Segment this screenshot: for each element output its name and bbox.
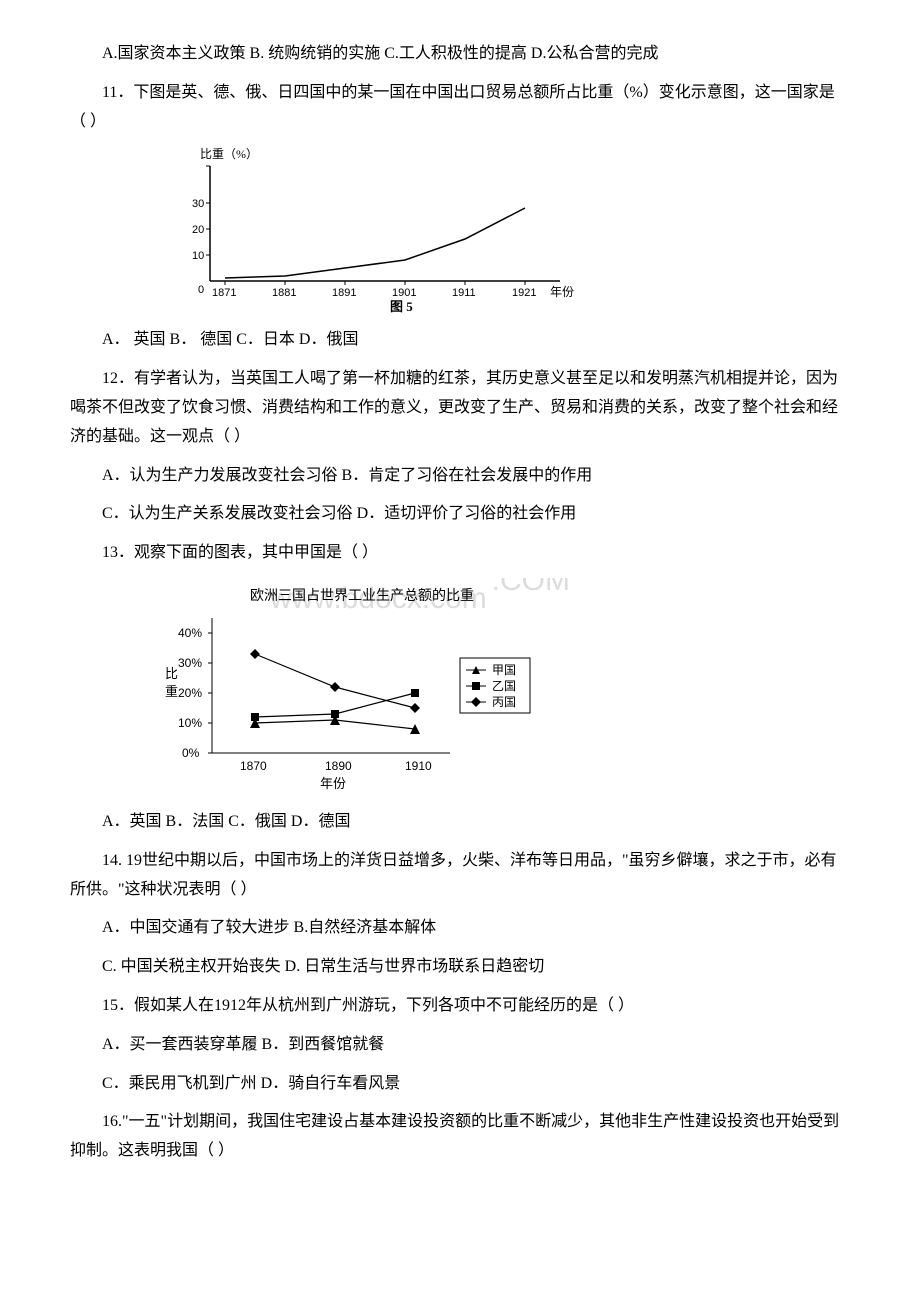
chart2-xlabel: 年份 [320,776,346,791]
chart2-yt-30: 30% [178,656,202,670]
chart1-xtick-1871: 1871 [212,287,236,299]
chart2-ylabel-2: 重 [165,684,178,699]
chart2-container: www.bdocx.com .COM 欧洲三国占世界工业生产总额的比重 比 重 … [150,578,850,798]
chart2-svg: www.bdocx.com .COM 欧洲三国占世界工业生产总额的比重 比 重 … [150,578,570,798]
chart2-yt-0: 0% [182,746,200,760]
chart1-svg: 比重（%） 10 20 30 0 1871 1881 1891 1901 191… [150,146,590,316]
chart2-ylabel-1: 比 [165,666,178,681]
q11-stem: 11．下图是英、德、俄、日四国中的某一国在中国出口贸易总额所占比重（%）变化示意… [70,79,850,137]
chart2-title: 欧洲三国占世界工业生产总额的比重 [250,588,474,604]
chart1-xtick-1901: 1901 [392,287,416,299]
q12-optB: C．认为生产关系发展改变社会习俗 D．适切评价了习俗的社会作用 [70,500,850,529]
q12-optA: A．认为生产力发展改变社会习俗 B．肯定了习俗在社会发展中的作用 [70,462,850,491]
chart2-legend-jia: 甲国 [492,663,516,677]
chart2-yt-40: 40% [178,626,202,640]
chart1-xtick-1921: 1921 [512,287,536,299]
chart1-xtick-1881: 1881 [272,287,296,299]
chart1-container: 比重（%） 10 20 30 0 1871 1881 1891 1901 191… [150,146,850,316]
chart1-ytick-30: 30 [192,198,204,210]
chart2-xt-1870: 1870 [240,759,267,773]
chart1-line [225,208,525,278]
q14-stem: 14. 19世纪中期以后，中国市场上的洋货日益增多，火柴、洋布等日用品，"虽穷乡… [70,847,850,905]
q16-stem: 16."一五"计划期间，我国住宅建设占基本建设投资额的比重不断减少，其他非生产性… [70,1108,850,1166]
q15-optB: C．乘民用飞机到广州 D．骑自行车看风景 [70,1070,850,1099]
chart1-ytick-20: 20 [192,224,204,236]
chart2-yt-20: 20% [178,686,202,700]
q12-stem: 12．有学者认为，当英国工人喝了第一杯加糖的红茶，其历史意义甚至足以和发明蒸汽机… [70,365,850,451]
q15-stem: 15．假如某人在1912年从杭州到广州游玩，下列各项中不可能经历的是（ ） [70,992,850,1021]
chart1-xtick-1911: 1911 [452,287,476,299]
chart1-xlabel: 年份 [550,285,574,299]
chart2-xt-1890: 1890 [325,759,352,773]
chart1-xtick-1891: 1891 [332,287,356,299]
chart1-ytick-0: 0 [198,284,204,296]
q13-stem: 13．观察下面的图表，其中甲国是（ ） [70,539,850,568]
chart1-caption: 图 5 [390,299,413,314]
q14-optA: A．中国交通有了较大进步 B.自然经济基本解体 [70,914,850,943]
chart2-xt-1910: 1910 [405,759,432,773]
chart2-watermark-ext: .COM [492,578,570,597]
chart1-ylabel: 比重（%） [200,147,258,161]
chart1-ytick-10: 10 [192,250,204,262]
q10-options: A.国家资本主义政策 B. 统购统销的实施 C.工人积极性的提高 D.公私合营的… [70,40,850,69]
chart2-yt-10: 10% [178,716,202,730]
q15-optA: A．买一套西装穿革履 B．到西餐馆就餐 [70,1031,850,1060]
q11-options: A． 英国 B． 德国 C．日本 D．俄国 [70,326,850,355]
chart2-legend-bing: 丙国 [492,695,516,709]
q13-options: A．英国 B．法国 C．俄国 D．德国 [70,808,850,837]
q14-optB: C. 中国关税主权开始丧失 D. 日常生活与世界市场联系日趋密切 [70,953,850,982]
chart2-legend-yi: 乙国 [492,679,516,693]
